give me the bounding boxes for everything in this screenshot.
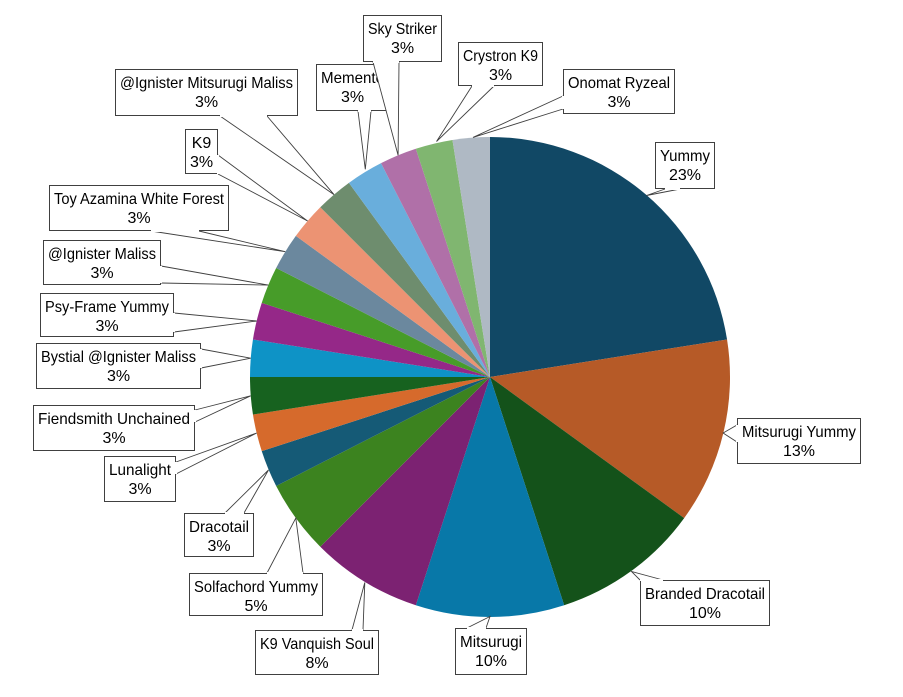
svg-text:Branded Dracotail: Branded Dracotail <box>645 586 765 603</box>
svg-text:3%: 3% <box>489 67 512 84</box>
svg-text:Dracotail: Dracotail <box>189 519 249 536</box>
svg-text:3%: 3% <box>607 94 630 111</box>
svg-text:Mitsurugi Yummy: Mitsurugi Yummy <box>742 424 856 441</box>
svg-text:3%: 3% <box>341 89 364 106</box>
svg-text:10%: 10% <box>689 605 721 622</box>
svg-text:Sky Striker: Sky Striker <box>368 21 438 38</box>
svg-text:Psy-Frame Yummy: Psy-Frame Yummy <box>45 299 169 316</box>
svg-text:3%: 3% <box>107 368 130 385</box>
svg-text:Toy Azamina White Forest: Toy Azamina White Forest <box>54 191 225 208</box>
svg-text:Mitsurugi: Mitsurugi <box>460 634 522 651</box>
svg-text:3%: 3% <box>391 40 414 57</box>
svg-text:Yummy: Yummy <box>660 148 710 165</box>
svg-text:K9 Vanquish Soul: K9 Vanquish Soul <box>260 636 374 653</box>
svg-text:3%: 3% <box>102 430 125 447</box>
svg-text:10%: 10% <box>475 653 507 670</box>
svg-text:Bystial @Ignister Maliss: Bystial @Ignister Maliss <box>41 349 196 366</box>
svg-text:3%: 3% <box>127 210 150 227</box>
svg-text:23%: 23% <box>669 167 701 184</box>
svg-text:3%: 3% <box>95 318 118 335</box>
svg-text:3%: 3% <box>90 265 113 282</box>
svg-text:13%: 13% <box>783 443 815 460</box>
svg-text:Onomat Ryzeal: Onomat Ryzeal <box>568 75 670 92</box>
svg-text:3%: 3% <box>128 481 151 498</box>
svg-text:Memento: Memento <box>321 70 384 87</box>
svg-text:3%: 3% <box>195 94 218 111</box>
svg-text:8%: 8% <box>305 655 328 672</box>
svg-text:Crystron K9: Crystron K9 <box>463 48 538 65</box>
svg-text:5%: 5% <box>244 598 267 615</box>
svg-text:Solfachord Yummy: Solfachord Yummy <box>194 579 318 596</box>
svg-text:@Ignister Mitsurugi Maliss: @Ignister Mitsurugi Maliss <box>120 75 293 92</box>
svg-text:3%: 3% <box>207 538 230 555</box>
svg-text:@Ignister Maliss: @Ignister Maliss <box>48 246 156 263</box>
svg-text:3%: 3% <box>190 154 213 171</box>
svg-text:Lunalight: Lunalight <box>109 462 172 479</box>
svg-text:K9: K9 <box>192 135 212 152</box>
svg-text:Fiendsmith Unchained: Fiendsmith Unchained <box>38 411 190 428</box>
